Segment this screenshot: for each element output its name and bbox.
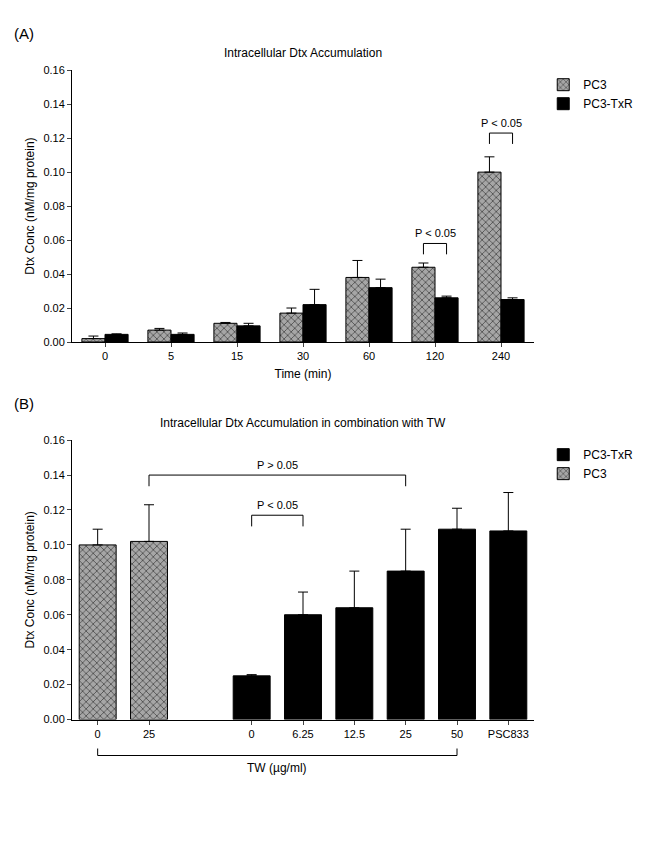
svg-text:5: 5 (168, 350, 174, 362)
svg-text:(B): (B) (14, 395, 34, 412)
svg-text:0.14: 0.14 (43, 98, 64, 110)
svg-text:0.12: 0.12 (43, 132, 64, 144)
svg-text:Intracellular Dtx Accumulation: Intracellular Dtx Accumulation in combin… (160, 416, 446, 430)
svg-text:PC3: PC3 (583, 78, 607, 92)
svg-text:0.16: 0.16 (43, 64, 64, 76)
svg-text:0.10: 0.10 (43, 166, 64, 178)
svg-text:PC3-TxR: PC3-TxR (583, 448, 633, 462)
svg-text:0.06: 0.06 (43, 609, 64, 621)
svg-text:0.00: 0.00 (43, 713, 64, 725)
svg-text:0.12: 0.12 (43, 504, 64, 516)
svg-text:0.14: 0.14 (43, 469, 64, 481)
svg-text:0.02: 0.02 (43, 302, 64, 314)
svg-text:12.5: 12.5 (344, 728, 365, 740)
svg-text:Dtx Conc (nM/mg protein): Dtx Conc (nM/mg protein) (23, 511, 37, 648)
svg-text:PC3-TxR: PC3-TxR (583, 97, 633, 111)
svg-text:0: 0 (102, 350, 108, 362)
svg-text:0.02: 0.02 (43, 678, 64, 690)
svg-text:Intracellular Dtx Accumulation: Intracellular Dtx Accumulation (224, 46, 382, 60)
svg-text:P < 0.05: P < 0.05 (481, 117, 522, 129)
svg-text:15: 15 (231, 350, 243, 362)
svg-text:PSC833: PSC833 (488, 728, 529, 740)
svg-text:0.04: 0.04 (43, 268, 64, 280)
svg-text:0.08: 0.08 (43, 574, 64, 586)
svg-text:60: 60 (363, 350, 375, 362)
svg-text:(A): (A) (14, 25, 34, 42)
svg-text:25: 25 (400, 728, 412, 740)
svg-text:Time (min): Time (min) (275, 367, 332, 381)
svg-text:TW (µg/ml): TW (µg/ml) (247, 761, 307, 775)
svg-text:0.08: 0.08 (43, 200, 64, 212)
svg-text:50: 50 (451, 728, 463, 740)
svg-text:30: 30 (297, 350, 309, 362)
svg-text:0.16: 0.16 (43, 434, 64, 446)
svg-text:240: 240 (492, 350, 510, 362)
svg-text:0.00: 0.00 (43, 336, 64, 348)
svg-text:0: 0 (249, 728, 255, 740)
svg-text:6.25: 6.25 (292, 728, 313, 740)
svg-text:0.06: 0.06 (43, 234, 64, 246)
svg-text:Dtx Conc (nM/mg protein): Dtx Conc (nM/mg protein) (23, 137, 37, 274)
svg-text:120: 120 (426, 350, 444, 362)
svg-text:0: 0 (95, 728, 101, 740)
svg-text:0.04: 0.04 (43, 644, 64, 656)
svg-text:0.10: 0.10 (43, 539, 64, 551)
svg-text:P < 0.05: P < 0.05 (257, 499, 298, 511)
svg-text:PC3: PC3 (583, 467, 607, 481)
svg-text:P > 0.05: P > 0.05 (257, 459, 298, 471)
svg-text:P < 0.05: P < 0.05 (415, 227, 456, 239)
svg-text:25: 25 (143, 728, 155, 740)
